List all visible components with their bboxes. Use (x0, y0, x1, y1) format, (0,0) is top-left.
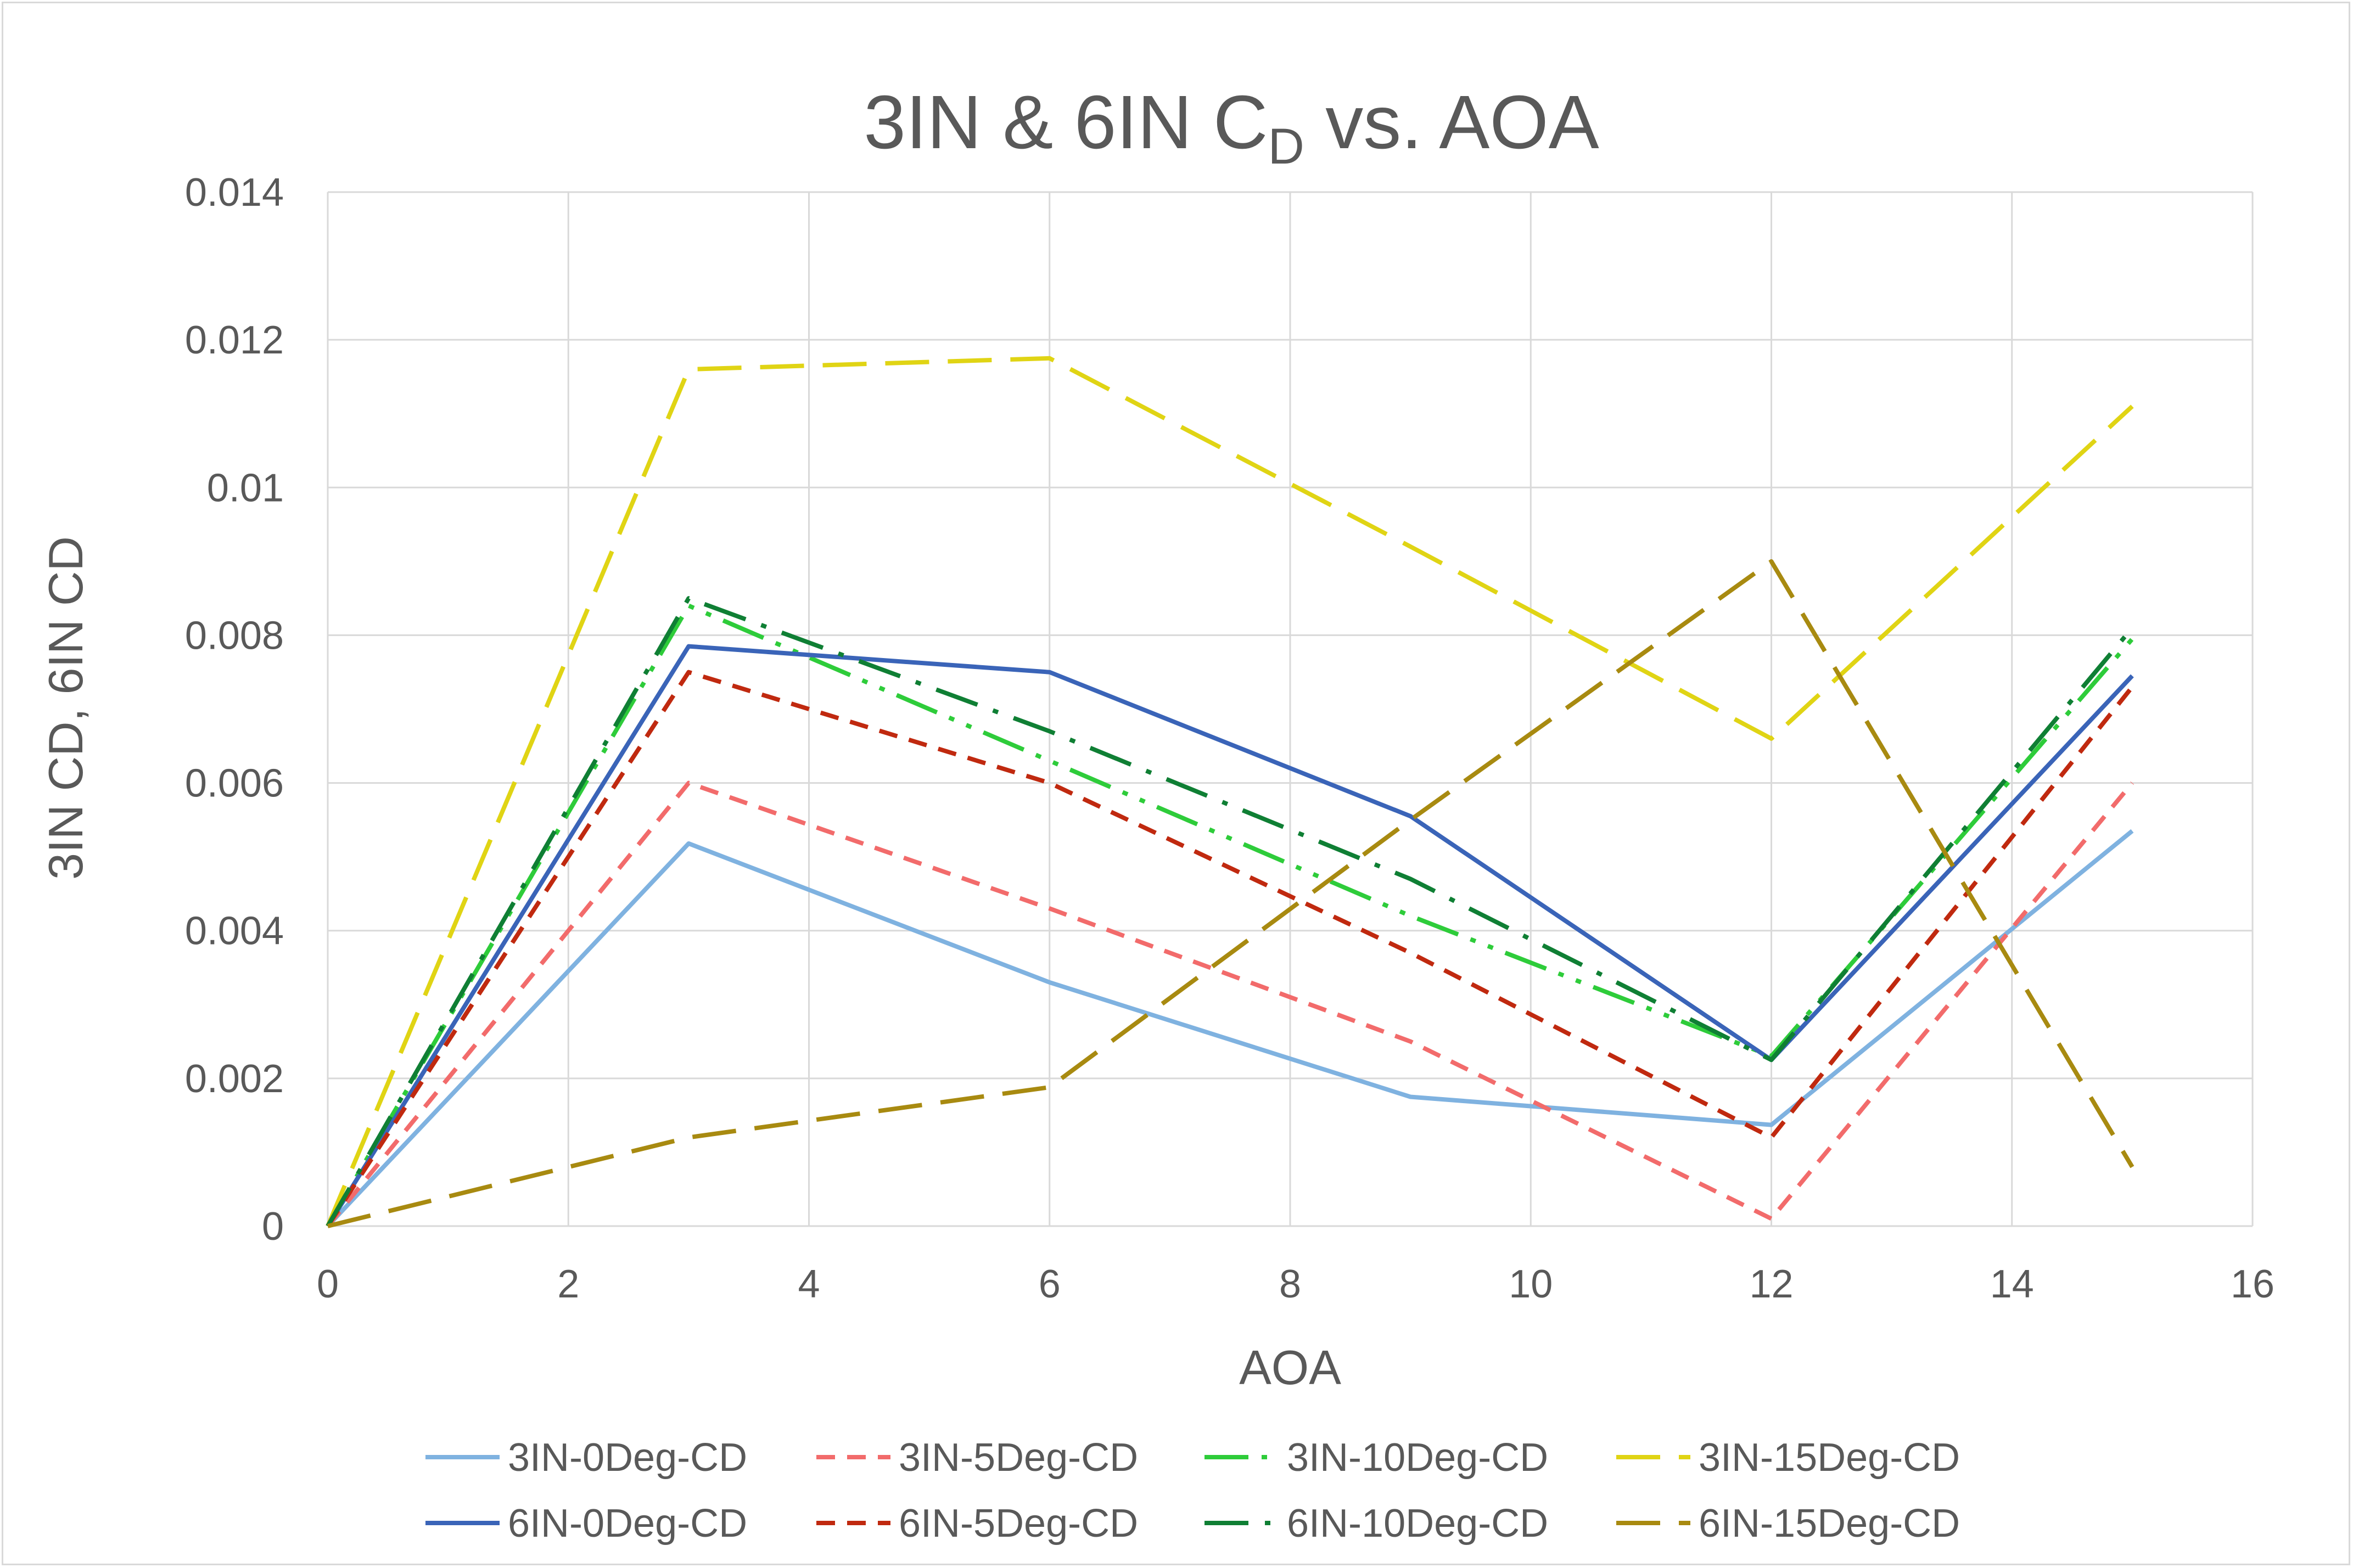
legend-label: 3IN-10Deg-CD (1287, 1436, 1548, 1480)
gridlines (327, 191, 2254, 1227)
legend-label: 3IN-5Deg-CD (899, 1436, 1138, 1480)
x-tick-label: 6 (1039, 1262, 1061, 1306)
series-line-3in-10deg-cd (326, 603, 2134, 1228)
series-line-6in-0deg-cd (326, 644, 2134, 1228)
y-tick-label: 0.006 (185, 762, 284, 806)
series-lines (326, 356, 2134, 1228)
legend-label: 3IN-0Deg-CD (508, 1436, 747, 1480)
y-axis-title: 3IN CD, 6IN CD (38, 536, 93, 880)
x-tick-label: 10 (1509, 1262, 1553, 1306)
x-axis-ticks: 0 2 4 6 8 10 12 14 16 (317, 1262, 2274, 1306)
y-tick-label: 0.01 (207, 466, 284, 510)
series-line-6in-10deg-cd (326, 596, 2134, 1227)
series-line-6in-5deg-cd (326, 670, 2134, 1228)
legend: 3IN-0Deg-CD 3IN-5Deg-CD 3IN-10Deg-CD 3IN-15… (425, 1436, 1960, 1545)
y-tick-label: 0.012 (185, 318, 284, 362)
x-tick-label: 4 (798, 1262, 820, 1306)
x-tick-label: 2 (557, 1262, 579, 1306)
y-tick-label: 0.014 (185, 171, 284, 215)
y-tick-label: 0.002 (185, 1057, 284, 1101)
x-tick-label: 12 (1749, 1262, 1793, 1306)
chart-title: 3IN & 6IN CD vs. AOA (864, 80, 1599, 175)
x-tick-label: 16 (2231, 1262, 2274, 1306)
series-line-3in-15deg-cd (326, 356, 2134, 1227)
y-tick-label: 0 (262, 1205, 284, 1249)
series-line-6in-15deg-cd (327, 559, 2134, 1228)
y-tick-label: 0.004 (185, 909, 284, 953)
series-line-3in-0deg-cd (326, 829, 2134, 1228)
legend-label: 6IN-0Deg-CD (508, 1502, 747, 1545)
legend-label: 3IN-15Deg-CD (1699, 1436, 1960, 1480)
y-tick-label: 0.008 (185, 614, 284, 657)
legend-label: 6IN-15Deg-CD (1699, 1502, 1960, 1545)
x-axis-title: AOA (1239, 1340, 1341, 1395)
x-tick-label: 0 (317, 1262, 339, 1306)
legend-label: 6IN-10Deg-CD (1287, 1502, 1548, 1545)
y-axis-ticks: 0 0.002 0.004 0.006 0.008 0.01 0.012 0.014 (185, 171, 284, 1249)
x-tick-label: 14 (1990, 1262, 2034, 1306)
legend-label: 6IN-5Deg-CD (899, 1502, 1138, 1545)
x-tick-label: 8 (1279, 1262, 1301, 1306)
series-line-3in-5deg-cd (326, 780, 2134, 1228)
